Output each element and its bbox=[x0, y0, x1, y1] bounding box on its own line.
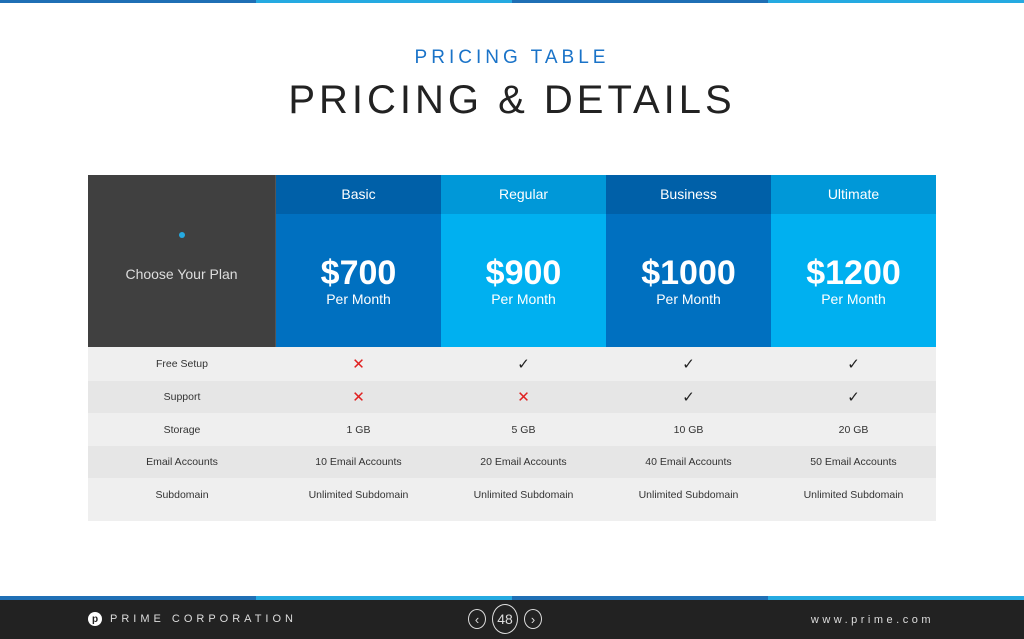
plan-period: Per Month bbox=[821, 290, 886, 307]
footer: p PRIME CORPORATION ‹ 48 › www.prime.com bbox=[0, 600, 1024, 639]
page-navigation: ‹ 48 › bbox=[468, 604, 542, 634]
brand-name: PRIME CORPORATION bbox=[110, 613, 297, 625]
plan-price-block: $900 Per Month bbox=[441, 214, 606, 347]
feature-label: Free Setup bbox=[156, 358, 208, 370]
plan-price: $1000 bbox=[641, 253, 736, 292]
prime-logo-icon: p bbox=[88, 612, 102, 626]
plan-column-ultimate[interactable]: Ultimate $1200 Per Month bbox=[771, 175, 936, 347]
website-url[interactable]: www.prime.com bbox=[810, 614, 934, 626]
page-number: 48 bbox=[492, 604, 518, 634]
plan-column-basic[interactable]: Basic $700 Per Month bbox=[276, 175, 441, 347]
feature-value: 5 GB bbox=[511, 423, 536, 436]
cross-icon: ✕ bbox=[352, 389, 365, 406]
feature-value: Unlimited Subdomain bbox=[473, 489, 574, 501]
plan-name: Basic bbox=[276, 175, 441, 214]
pricing-table: Choose Your Plan Basic $700 Per Month Reg… bbox=[88, 175, 936, 521]
plan-period: Per Month bbox=[656, 290, 721, 307]
feature-value: 20 Email Accounts bbox=[480, 456, 567, 468]
table-row: Support ✕ ✕ ✓ ✓ bbox=[88, 381, 936, 413]
table-row: Subdomain Unlimited Subdomain Unlimited Su… bbox=[88, 478, 936, 521]
feature-value: Unlimited Subdomain bbox=[638, 489, 739, 501]
plan-price: $1200 bbox=[806, 253, 901, 292]
cross-icon: ✕ bbox=[352, 356, 365, 373]
next-page-button[interactable]: › bbox=[524, 609, 542, 629]
prev-page-button[interactable]: ‹ bbox=[468, 609, 486, 629]
bottom-accent-bar bbox=[0, 596, 1024, 600]
plan-period: Per Month bbox=[326, 290, 391, 307]
feature-value: 10 Email Accounts bbox=[315, 456, 402, 468]
dot-icon bbox=[178, 232, 185, 238]
choose-plan-cell: Choose Your Plan bbox=[88, 175, 276, 347]
plan-price-block: $1200 Per Month bbox=[771, 214, 936, 347]
page-title: PRICING & DETAILS bbox=[288, 78, 736, 122]
check-icon: ✓ bbox=[517, 356, 530, 373]
feature-label: Email Accounts bbox=[146, 456, 218, 468]
cross-icon: ✕ bbox=[517, 389, 530, 406]
feature-value: 10 GB bbox=[673, 423, 704, 436]
choose-plan-label: Choose Your Plan bbox=[125, 266, 238, 282]
check-icon: ✓ bbox=[847, 356, 860, 373]
plan-column-business[interactable]: Business $1000 Per Month bbox=[606, 175, 771, 347]
table-row: Storage 1 GB 5 GB 10 GB 20 GB bbox=[88, 413, 936, 446]
feature-label: Support bbox=[163, 391, 201, 403]
plan-period: Per Month bbox=[491, 290, 556, 307]
plan-name: Regular bbox=[441, 175, 606, 214]
feature-value: Unlimited Subdomain bbox=[803, 489, 904, 501]
check-icon: ✓ bbox=[682, 389, 695, 406]
plan-price: $700 bbox=[320, 253, 397, 292]
table-row: Email Accounts 10 Email Accounts 20 Email … bbox=[88, 446, 936, 478]
brand: p PRIME CORPORATION bbox=[88, 612, 297, 626]
plan-price: $900 bbox=[485, 253, 562, 292]
feature-value: Unlimited Subdomain bbox=[308, 489, 409, 501]
plan-price-block: $700 Per Month bbox=[276, 214, 441, 347]
feature-value: 1 GB bbox=[346, 423, 371, 436]
feature-value: 50 Email Accounts bbox=[810, 456, 897, 468]
plan-column-regular[interactable]: Regular $900 Per Month bbox=[441, 175, 606, 347]
feature-label: Storage bbox=[163, 423, 201, 436]
section-subtitle: PRICING TABLE bbox=[414, 47, 610, 68]
check-icon: ✓ bbox=[682, 356, 695, 373]
check-icon: ✓ bbox=[847, 389, 860, 406]
plan-name: Ultimate bbox=[771, 175, 936, 214]
feature-label: Subdomain bbox=[155, 489, 209, 501]
top-accent-bar bbox=[0, 0, 1024, 3]
feature-value: 40 Email Accounts bbox=[645, 456, 732, 468]
table-row: Free Setup ✕ ✓ ✓ ✓ bbox=[88, 347, 936, 381]
plan-name: Business bbox=[606, 175, 771, 214]
plan-price-block: $1000 Per Month bbox=[606, 214, 771, 347]
feature-value: 20 GB bbox=[838, 423, 869, 436]
